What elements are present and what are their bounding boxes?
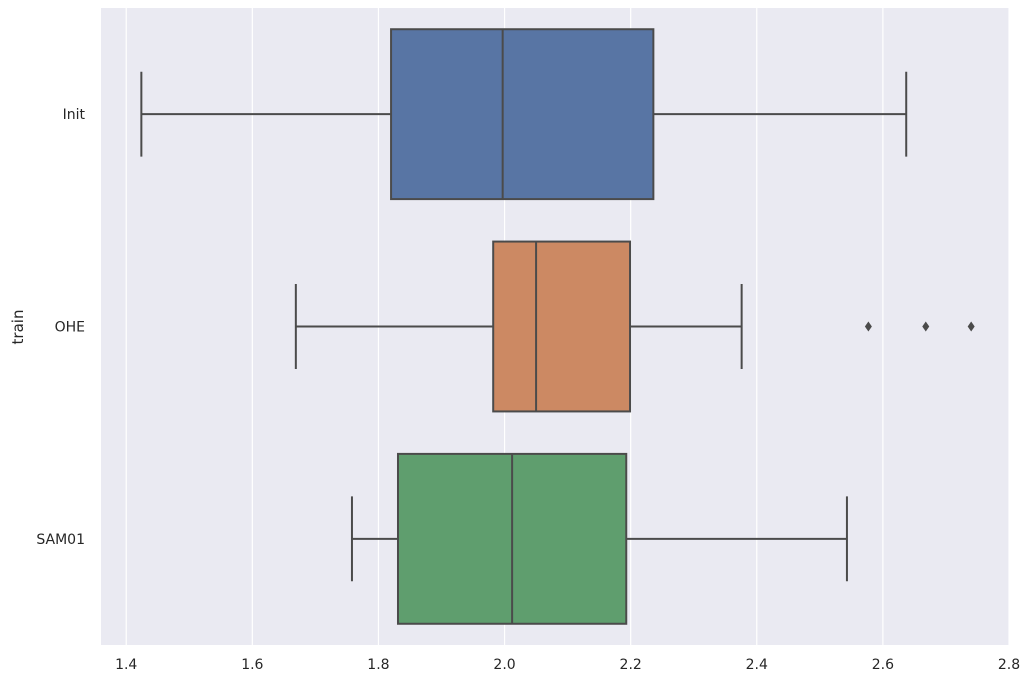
box-sam01 [350,452,848,625]
x-tick-label: 1.6 [241,657,263,673]
y-tick-label: Init [63,107,86,123]
outlier-point [922,321,930,332]
y-tick-label: OHE [55,320,85,336]
x-tick-label: 2.4 [746,657,768,673]
y-tick-label: SAM01 [36,532,85,548]
x-tick-label: 2.8 [998,657,1020,673]
x-tick-label: 2.0 [493,657,515,673]
box-iqr [390,28,655,201]
x-tick-label: 1.4 [115,657,137,673]
box-iqr [492,240,632,413]
y-axis-ticks: Init OHE SAM01 [36,107,85,548]
y-axis-label: train [9,310,27,345]
outlier-point [967,321,975,332]
x-tick-label: 2.6 [872,657,894,673]
boxes [140,28,975,625]
x-axis-ticks: 1.4 1.6 1.8 2.0 2.2 2.4 2.6 2.8 [115,657,1020,673]
x-tick-label: 2.2 [620,657,642,673]
box-ohe [294,240,975,413]
x-tick-label: 1.8 [367,657,389,673]
box-init [140,28,908,201]
outlier-point [864,321,872,332]
